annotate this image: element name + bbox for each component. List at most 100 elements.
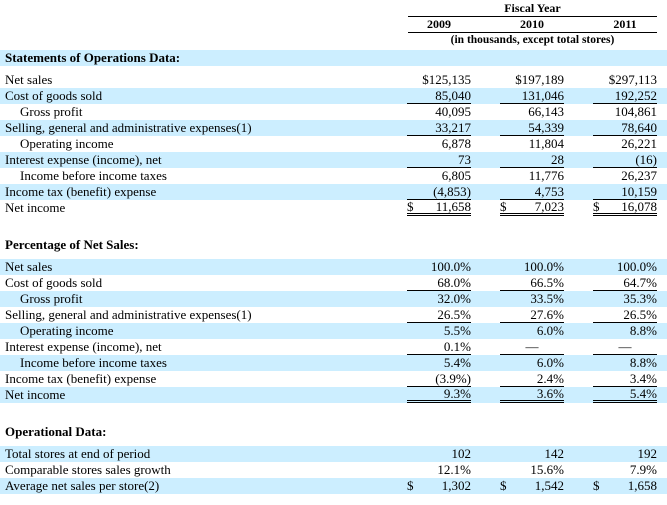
table-row: Total stores at end of period 102 142 192 bbox=[0, 446, 667, 462]
cell-value: 10,159 bbox=[593, 184, 657, 200]
value-cell: (4,853) bbox=[378, 184, 471, 200]
currency-value: $7,023 bbox=[500, 200, 564, 216]
table-row: Selling, general and administrative expe… bbox=[0, 120, 667, 136]
currency-symbol: $ bbox=[593, 199, 600, 214]
table-row: Income tax (benefit) expense (4,853) 4,753… bbox=[0, 184, 667, 200]
year-column-header-cell: 2009 bbox=[378, 18, 471, 31]
table-row: Income tax (benefit) expense (3.9%) 2.4% 3.… bbox=[0, 371, 667, 387]
cell-value: 1,302 bbox=[441, 478, 471, 493]
value-cell: 68.0% bbox=[378, 275, 471, 291]
year-column-header: 2009 bbox=[427, 17, 451, 31]
fiscal-year-label: Fiscal Year bbox=[408, 2, 657, 17]
value-cell: 32.0% bbox=[378, 291, 471, 307]
cell-value: 85,040 bbox=[407, 88, 471, 104]
value-cell: 3.4% bbox=[564, 371, 657, 387]
value-cell: 35.3% bbox=[564, 291, 657, 307]
cell-value: $125,135 bbox=[422, 72, 471, 87]
cell-value: 102 bbox=[451, 446, 472, 461]
value-cell: $16,078 bbox=[564, 200, 657, 216]
units-note: (in thousands, except total stores) bbox=[450, 34, 615, 46]
cell-value: 32.0% bbox=[437, 291, 471, 306]
table-row: Selling, general and administrative expe… bbox=[0, 307, 667, 323]
value-cell: 102 bbox=[378, 446, 472, 462]
value-cell: 5.5% bbox=[378, 323, 471, 339]
currency-value: $11,658 bbox=[407, 200, 471, 216]
value-cell: 12.1% bbox=[378, 462, 471, 478]
row-label: Average net sales per store(2) bbox=[5, 478, 160, 493]
cell-value: 16,078 bbox=[621, 199, 657, 214]
value-cell: 131,046 bbox=[471, 88, 564, 104]
table-header: Fiscal Year 2009 2010 2011 (in thousands… bbox=[0, 2, 667, 47]
value-cell: 6.0% bbox=[471, 355, 564, 371]
row-label: Income tax (benefit) expense bbox=[5, 184, 157, 199]
cell-value: 6.0% bbox=[536, 323, 564, 338]
cell-value: 3.4% bbox=[593, 371, 657, 387]
table-section: Operational Data: Total stores at end of … bbox=[0, 424, 667, 494]
value-cell: 15.6% bbox=[471, 462, 564, 478]
value-cell: 40,095 bbox=[378, 104, 471, 120]
value-cell: 9.3% bbox=[378, 387, 471, 403]
row-label: Income before income taxes bbox=[20, 355, 167, 370]
value-cell: 192,252 bbox=[564, 88, 657, 104]
cell-value: 15.6% bbox=[530, 462, 564, 477]
cell-value: 26.5% bbox=[407, 307, 471, 323]
table-row: Gross profit 40,095 66,143 104,861 bbox=[0, 104, 667, 120]
cell-value: 33.5% bbox=[530, 291, 564, 306]
value-cell: 64.7% bbox=[564, 275, 657, 291]
cell-value: 7.9% bbox=[629, 462, 657, 477]
cell-value: 27.6% bbox=[500, 307, 564, 323]
row-label: Net sales bbox=[5, 259, 53, 274]
cell-value: 142 bbox=[544, 446, 565, 461]
table-body: Statements of Operations Data: Net sales $… bbox=[0, 50, 667, 494]
row-label: Operating income bbox=[20, 136, 114, 151]
value-cell: 26.5% bbox=[564, 307, 657, 323]
value-cell: 100.0% bbox=[564, 259, 657, 275]
row-label: Cost of goods sold bbox=[5, 88, 103, 103]
row-label: Income tax (benefit) expense bbox=[5, 371, 157, 386]
value-cell: 85,040 bbox=[378, 88, 471, 104]
value-cell: $125,135 bbox=[378, 72, 471, 88]
year-columns-group: Fiscal Year 2009 2010 2011 (in thousands… bbox=[378, 2, 657, 47]
cell-value: $197,189 bbox=[515, 72, 564, 87]
value-cell: 7.9% bbox=[564, 462, 657, 478]
row-label: Selling, general and administrative expe… bbox=[5, 307, 252, 322]
cell-value: 5.4% bbox=[593, 387, 657, 403]
cell-value: 11,776 bbox=[528, 168, 564, 183]
value-cell: 142 bbox=[471, 446, 565, 462]
year-column-header-cell: 2011 bbox=[564, 18, 657, 31]
value-cell: $297,113 bbox=[564, 72, 657, 88]
table-row: Net income $11,658 $7,023 $16,078 bbox=[0, 200, 667, 216]
cell-value: 7,023 bbox=[534, 199, 564, 214]
value-cell: 8.8% bbox=[564, 323, 657, 339]
cell-value: 3.6% bbox=[500, 387, 564, 403]
cell-value: 5.4% bbox=[443, 355, 471, 370]
row-label: Net income bbox=[5, 387, 66, 402]
value-cell: 8.8% bbox=[564, 355, 657, 371]
cell-value: 40,095 bbox=[435, 104, 471, 119]
cell-value: 6.0% bbox=[536, 355, 564, 370]
currency-value: $1,542 bbox=[500, 478, 564, 494]
value-cell: 100.0% bbox=[471, 259, 564, 275]
currency-symbol: $ bbox=[407, 478, 414, 493]
row-label: Selling, general and administrative expe… bbox=[5, 120, 252, 135]
cell-value: 33,217 bbox=[407, 120, 471, 136]
table-row: Cost of goods sold 68.0% 66.5% 64.7% bbox=[0, 275, 667, 291]
value-cell: 6,878 bbox=[378, 136, 471, 152]
cell-value: 73 bbox=[407, 152, 471, 168]
value-cell: — bbox=[471, 339, 564, 355]
table-row: Interest expense (income), net 73 28 (16) bbox=[0, 152, 667, 168]
cell-value: 66.5% bbox=[500, 275, 564, 291]
value-cell: $197,189 bbox=[471, 72, 564, 88]
year-column-header: 2010 bbox=[520, 17, 544, 31]
row-label: Operating income bbox=[20, 323, 114, 338]
currency-symbol: $ bbox=[500, 199, 507, 214]
cell-value: 192 bbox=[637, 446, 658, 461]
table-row: Operating income 6,878 11,804 26,221 bbox=[0, 136, 667, 152]
table-section: Percentage of Net Sales: Net sales 100.0% 1… bbox=[0, 237, 667, 403]
row-label: Comparable stores sales growth bbox=[5, 462, 171, 477]
cell-value: 9.3% bbox=[407, 387, 471, 403]
value-cell: 33.5% bbox=[471, 291, 564, 307]
year-column-header-cell: 2010 bbox=[471, 18, 564, 31]
value-cell: $1,658 bbox=[564, 478, 657, 494]
